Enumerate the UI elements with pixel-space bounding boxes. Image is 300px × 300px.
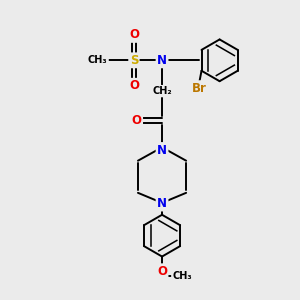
Text: CH₂: CH₂: [152, 86, 172, 96]
Text: S: S: [130, 54, 138, 67]
Text: O: O: [132, 114, 142, 127]
Text: CH₃: CH₃: [172, 271, 192, 281]
Text: O: O: [157, 265, 167, 278]
Text: N: N: [157, 54, 167, 67]
Text: N: N: [157, 143, 167, 157]
Text: CH₃: CH₃: [88, 55, 108, 65]
Text: Br: Br: [192, 82, 207, 95]
Text: O: O: [129, 28, 139, 41]
Text: O: O: [129, 79, 139, 92]
Text: N: N: [157, 197, 167, 210]
